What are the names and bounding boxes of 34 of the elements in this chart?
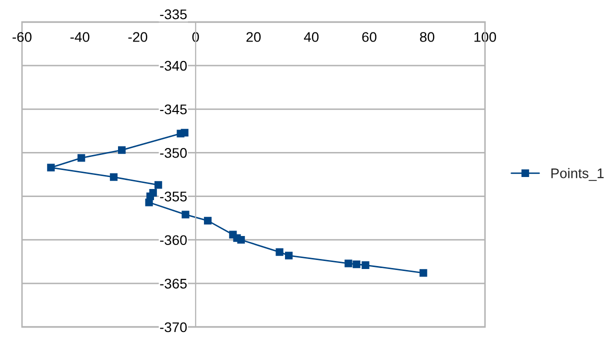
point	[182, 210, 190, 218]
y-tick-label: -350	[160, 148, 187, 158]
y-tick-label: -360	[160, 235, 187, 246]
point	[47, 164, 55, 172]
point	[284, 252, 293, 260]
x-tick-label: 100	[474, 32, 496, 42]
x-tick-label: -60	[12, 32, 32, 42]
x-tick-label: 60	[362, 32, 376, 42]
x-tick-label: 20	[246, 32, 261, 42]
point	[204, 216, 212, 225]
x-tick-label: -20	[128, 32, 148, 42]
x-tick-label: -40	[70, 32, 90, 42]
y-tick-label: -370	[160, 322, 187, 332]
point	[176, 130, 184, 138]
point	[352, 260, 360, 268]
point	[362, 261, 370, 269]
point	[154, 181, 162, 189]
point	[276, 248, 284, 256]
legend-label: Points_1	[551, 168, 604, 181]
y-tick-label: -345	[160, 104, 187, 114]
y-tick-label: -365	[160, 278, 187, 289]
y-tick-label: -335	[160, 9, 187, 20]
point	[237, 236, 245, 244]
point	[110, 173, 118, 181]
x-tick-label: 40	[304, 32, 319, 42]
point	[344, 260, 352, 268]
y-tick-label: -355	[160, 192, 187, 202]
point	[145, 198, 153, 206]
point	[420, 269, 428, 277]
point	[118, 146, 126, 154]
x-tick-label: 80	[420, 32, 434, 42]
point	[78, 154, 86, 162]
y-tick-label: -340	[160, 60, 187, 71]
x-tick-label: 0	[192, 32, 199, 42]
